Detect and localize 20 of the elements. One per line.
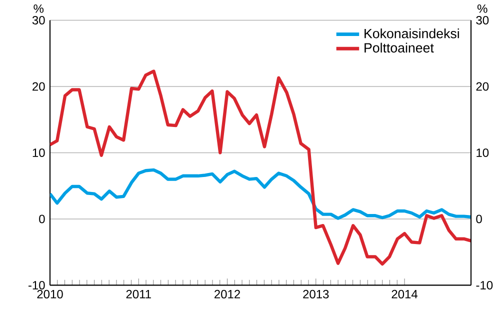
x-tick-label: 2012 bbox=[214, 290, 240, 298]
legend-label: Kokonaisindeksi bbox=[364, 28, 459, 38]
y2-tick-label: 30 bbox=[476, 16, 489, 24]
y2-tick-label: 20 bbox=[476, 82, 489, 91]
y-tick-label: 30 bbox=[32, 16, 45, 24]
y2-axis-title: % bbox=[477, 4, 488, 13]
y-tick-label: 10 bbox=[32, 148, 45, 157]
y2-tick-label: 10 bbox=[476, 148, 489, 157]
y-tick-label: 0 bbox=[39, 214, 45, 224]
legend-label: Polttoaineet bbox=[364, 42, 434, 52]
x-tick-label: 2013 bbox=[303, 290, 329, 298]
y-axis-title: % bbox=[34, 4, 44, 13]
line-series bbox=[50, 70, 472, 266]
y-tick-label: 20 bbox=[32, 82, 45, 91]
x-tick-label: 2010 bbox=[37, 290, 63, 298]
x-tick-label: 2011 bbox=[126, 290, 151, 298]
y2-tick-label: 0 bbox=[476, 214, 482, 224]
y2-tick-label: -10 bbox=[476, 280, 493, 290]
x-tick-label: 2014 bbox=[392, 290, 418, 298]
y-tick-label: -10 bbox=[28, 280, 45, 290]
